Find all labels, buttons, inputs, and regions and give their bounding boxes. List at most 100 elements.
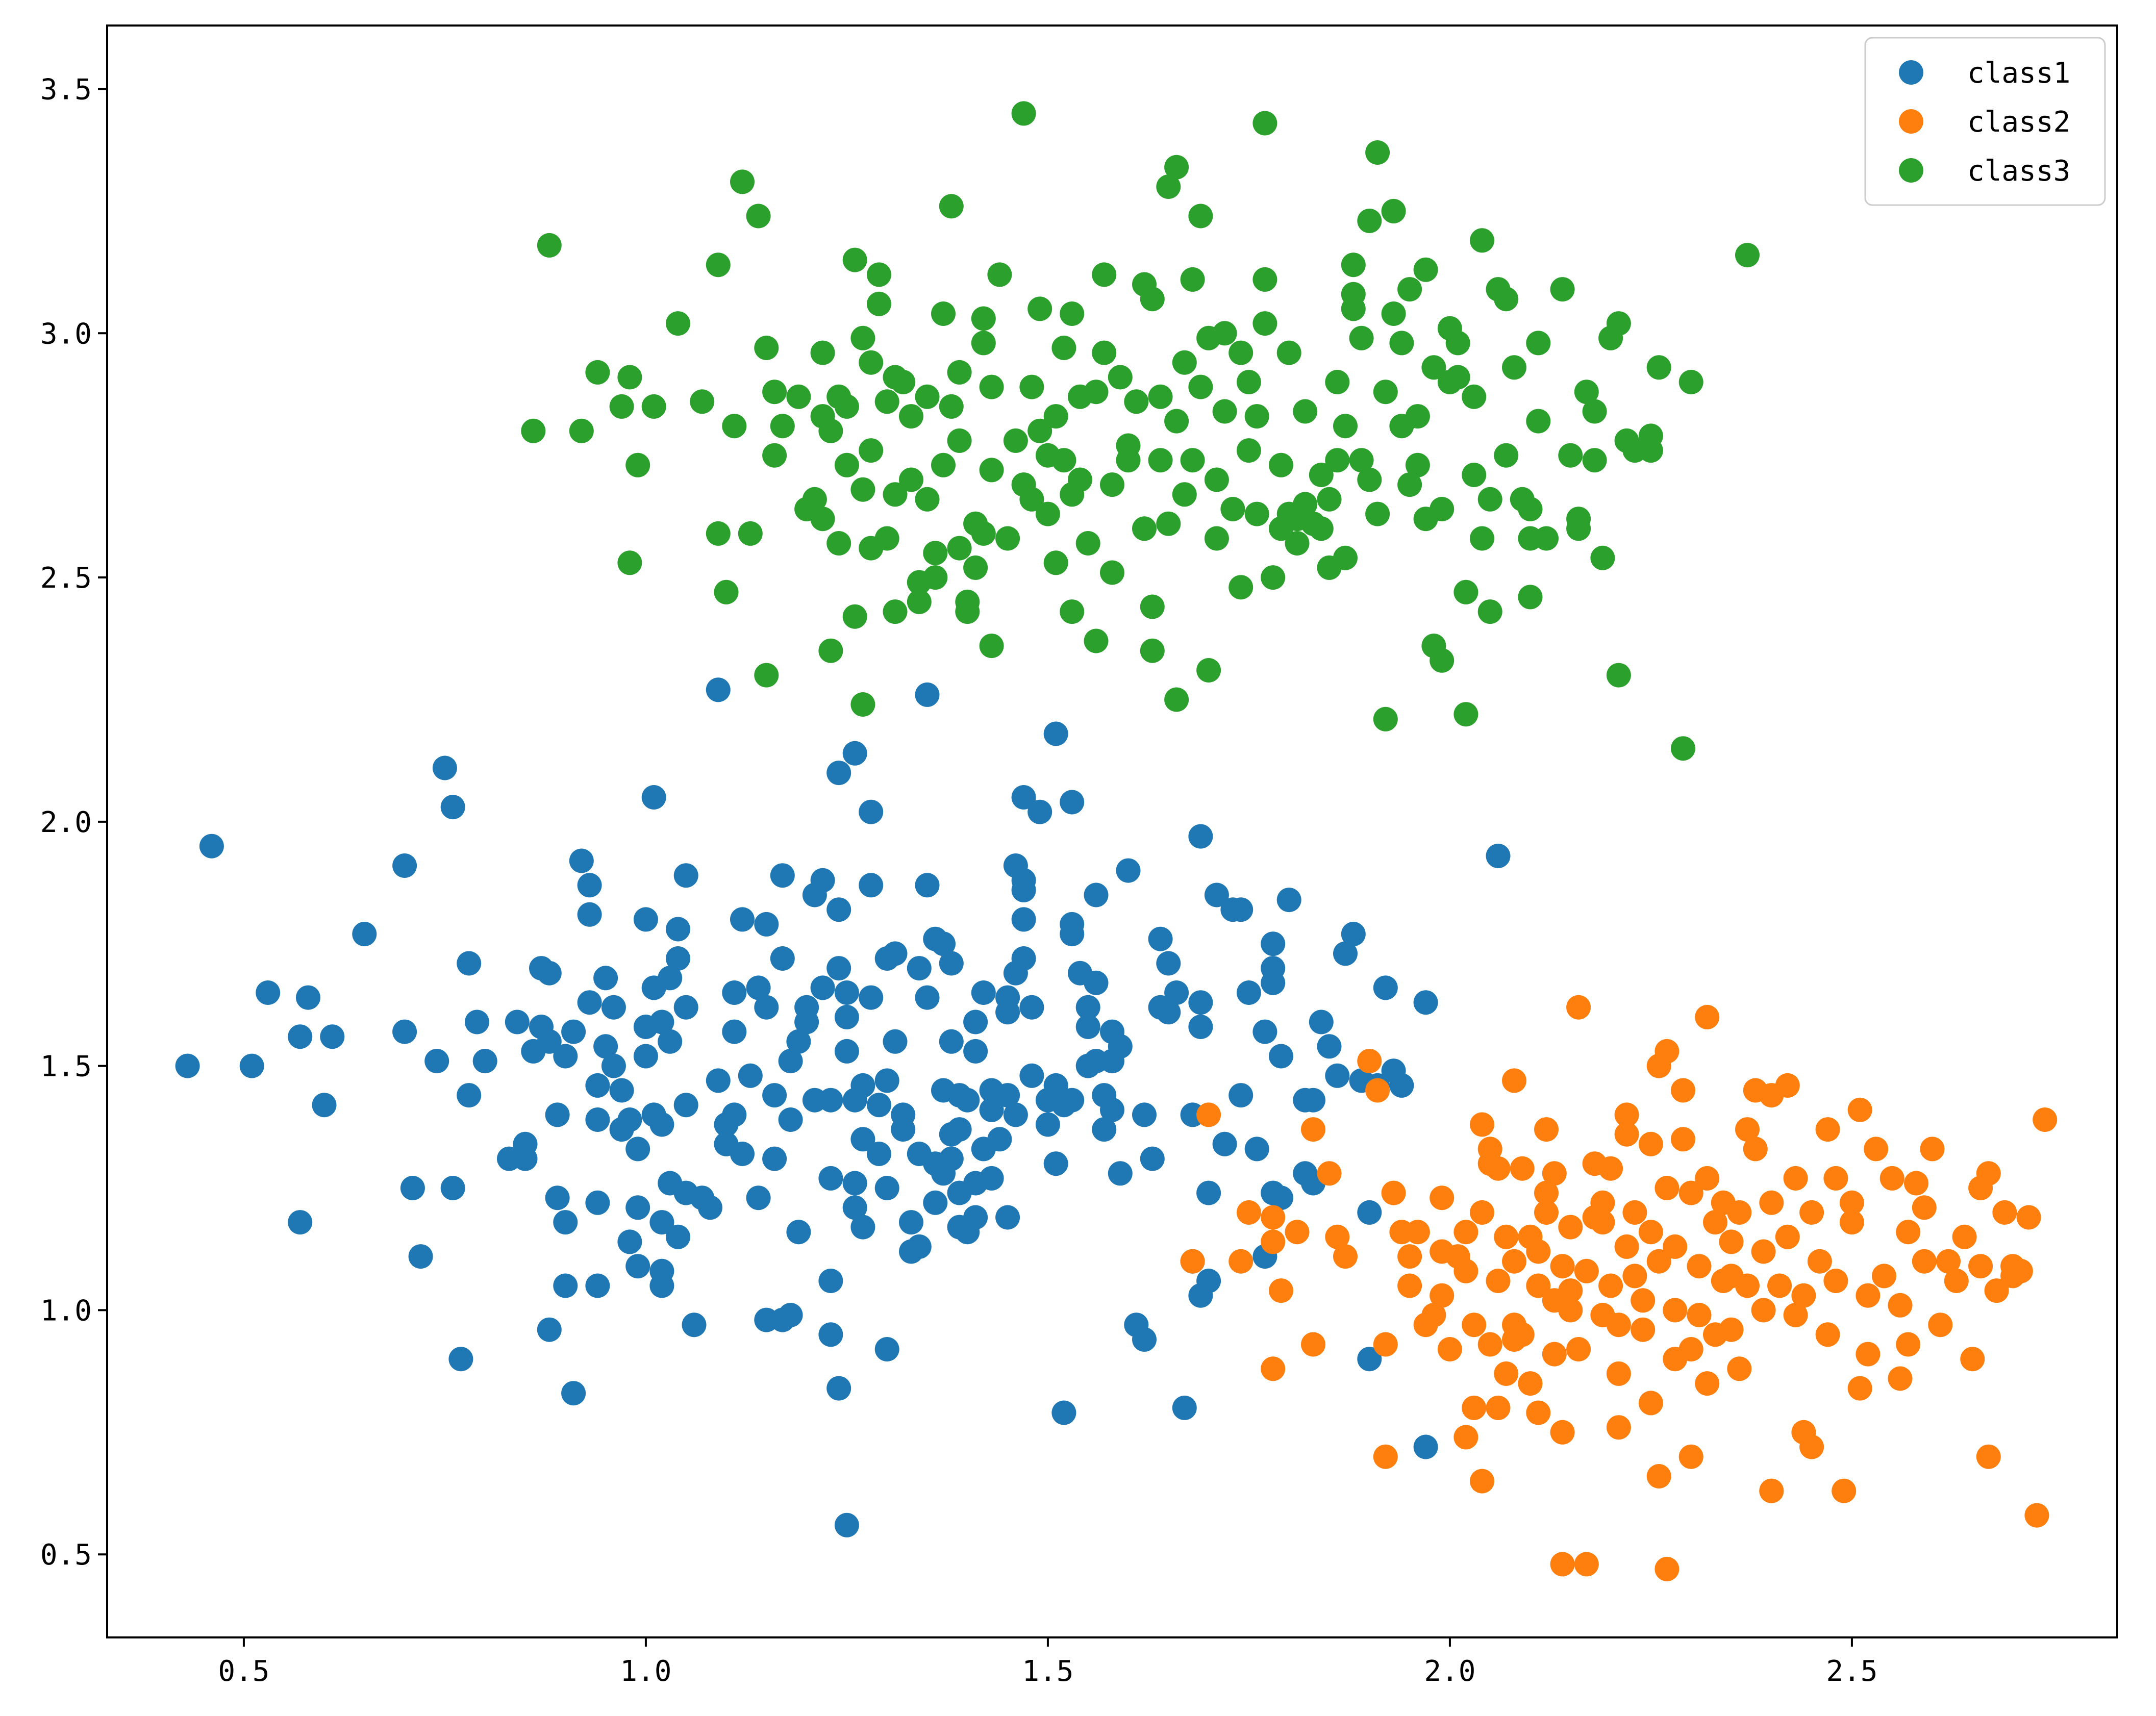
scatter-point-class2 — [1847, 1097, 1872, 1122]
scatter-point-class2 — [1534, 1200, 1559, 1225]
scatter-point-class1 — [352, 922, 377, 947]
scatter-point-class3 — [1357, 209, 1382, 233]
scatter-point-class2 — [1357, 1049, 1382, 1074]
scatter-point-class3 — [1236, 438, 1261, 463]
scatter-point-class3 — [1100, 472, 1124, 497]
scatter-point-class1 — [995, 1000, 1020, 1025]
scatter-point-class3 — [1349, 325, 1374, 350]
scatter-point-class2 — [1477, 1332, 1502, 1357]
scatter-point-class3 — [1172, 350, 1197, 375]
scatter-point-class2 — [1671, 1078, 1695, 1103]
scatter-point-class3 — [979, 374, 1004, 399]
scatter-point-class1 — [649, 1010, 674, 1034]
scatter-point-class2 — [1421, 1303, 1446, 1327]
scatter-point-class3 — [1043, 404, 1068, 429]
scatter-point-class2 — [1325, 1224, 1350, 1249]
series-class2 — [1180, 995, 2058, 1581]
scatter-point-class1 — [440, 795, 465, 820]
scatter-point-class1 — [256, 980, 281, 1005]
scatter-point-class2 — [1269, 1278, 1293, 1303]
scatter-point-class3 — [1084, 628, 1109, 653]
scatter-point-class2 — [1888, 1366, 1913, 1391]
scatter-point-class3 — [1470, 526, 1494, 551]
scatter-point-class1 — [818, 1166, 843, 1191]
legend-frame — [1864, 37, 2106, 206]
scatter-point-class1 — [545, 1185, 570, 1210]
scatter-point-class1 — [891, 1102, 916, 1127]
scatter-point-class1 — [971, 980, 996, 1005]
scatter-point-class1 — [995, 1205, 1020, 1230]
scatter-point-class2 — [1558, 1298, 1583, 1323]
scatter-point-class2 — [1622, 1264, 1647, 1289]
scatter-point-class2 — [1896, 1332, 1921, 1357]
legend-label-class1: class1 — [1967, 57, 2070, 90]
scatter-point-class3 — [1590, 545, 1615, 570]
scatter-point-class1 — [658, 966, 683, 991]
scatter-point-class2 — [1823, 1269, 1848, 1293]
scatter-point-class2 — [2016, 1205, 2041, 1230]
scatter-point-class3 — [979, 634, 1004, 659]
scatter-point-class2 — [1462, 1395, 1487, 1420]
scatter-point-class1 — [673, 863, 698, 888]
scatter-point-class3 — [1156, 511, 1181, 536]
scatter-point-class1 — [1229, 1083, 1254, 1108]
scatter-point-class1 — [778, 1049, 803, 1074]
scatter-point-class3 — [1084, 380, 1109, 405]
scatter-point-class1 — [915, 682, 940, 707]
scatter-point-class3 — [1027, 296, 1052, 321]
scatter-point-class3 — [1148, 448, 1173, 473]
scatter-point-class3 — [1164, 155, 1189, 180]
scatter-point-class2 — [1920, 1137, 1945, 1162]
scatter-point-class1 — [1357, 1200, 1382, 1225]
scatter-point-class1 — [673, 995, 698, 1020]
scatter-point-class1 — [867, 1142, 891, 1166]
scatter-point-class2 — [1944, 1269, 1969, 1293]
scatter-point-class1 — [730, 907, 755, 932]
scatter-point-class1 — [593, 966, 618, 991]
scatter-point-class1 — [505, 1010, 530, 1034]
scatter-point-class1 — [778, 1303, 803, 1327]
scatter-point-class1 — [931, 931, 956, 956]
scatter-point-class1 — [585, 1073, 610, 1098]
scatter-point-class1 — [625, 1254, 650, 1279]
scatter-point-class3 — [1229, 340, 1254, 365]
scatter-point-class1 — [1043, 1073, 1068, 1098]
scatter-point-class1 — [1486, 843, 1511, 868]
scatter-point-class2 — [1301, 1332, 1325, 1357]
scatter-point-class1 — [907, 956, 932, 981]
scatter-point-class3 — [1196, 658, 1221, 683]
scatter-point-class3 — [1108, 365, 1133, 390]
scatter-point-class1 — [1204, 882, 1229, 907]
scatter-point-class1 — [722, 1102, 747, 1127]
scatter-point-class1 — [850, 1073, 875, 1098]
scatter-point-class2 — [1574, 1258, 1599, 1283]
scatter-point-class2 — [1719, 1229, 1744, 1254]
scatter-point-class1 — [569, 848, 594, 873]
scatter-point-class2 — [1775, 1073, 1800, 1098]
scatter-point-class3 — [1462, 384, 1487, 409]
scatter-point-class1 — [553, 1210, 578, 1235]
scatter-point-class1 — [786, 1029, 811, 1054]
scatter-point-class2 — [1654, 1176, 1679, 1200]
scatter-point-class1 — [874, 1176, 899, 1200]
scatter-point-class2 — [1373, 1332, 1398, 1357]
scatter-point-class2 — [1847, 1376, 1872, 1401]
scatter-point-class2 — [1823, 1166, 1848, 1191]
scatter-point-class3 — [1212, 399, 1237, 424]
scatter-point-class1 — [1317, 1034, 1342, 1059]
scatter-point-class3 — [915, 487, 940, 512]
scatter-point-class1 — [1188, 990, 1213, 1015]
scatter-point-class3 — [714, 579, 739, 604]
scatter-point-class2 — [1261, 1205, 1286, 1230]
scatter-point-class3 — [1405, 452, 1430, 477]
scatter-point-class3 — [818, 638, 843, 663]
scatter-point-class3 — [1558, 443, 1583, 468]
scatter-point-class3 — [1389, 331, 1414, 356]
scatter-point-class2 — [1799, 1434, 1824, 1459]
scatter-point-class1 — [649, 1273, 674, 1298]
scatter-point-class2 — [1735, 1273, 1760, 1298]
scatter-point-class1 — [706, 1068, 731, 1093]
scatter-point-class3 — [1164, 687, 1189, 712]
scatter-point-class3 — [971, 521, 996, 546]
